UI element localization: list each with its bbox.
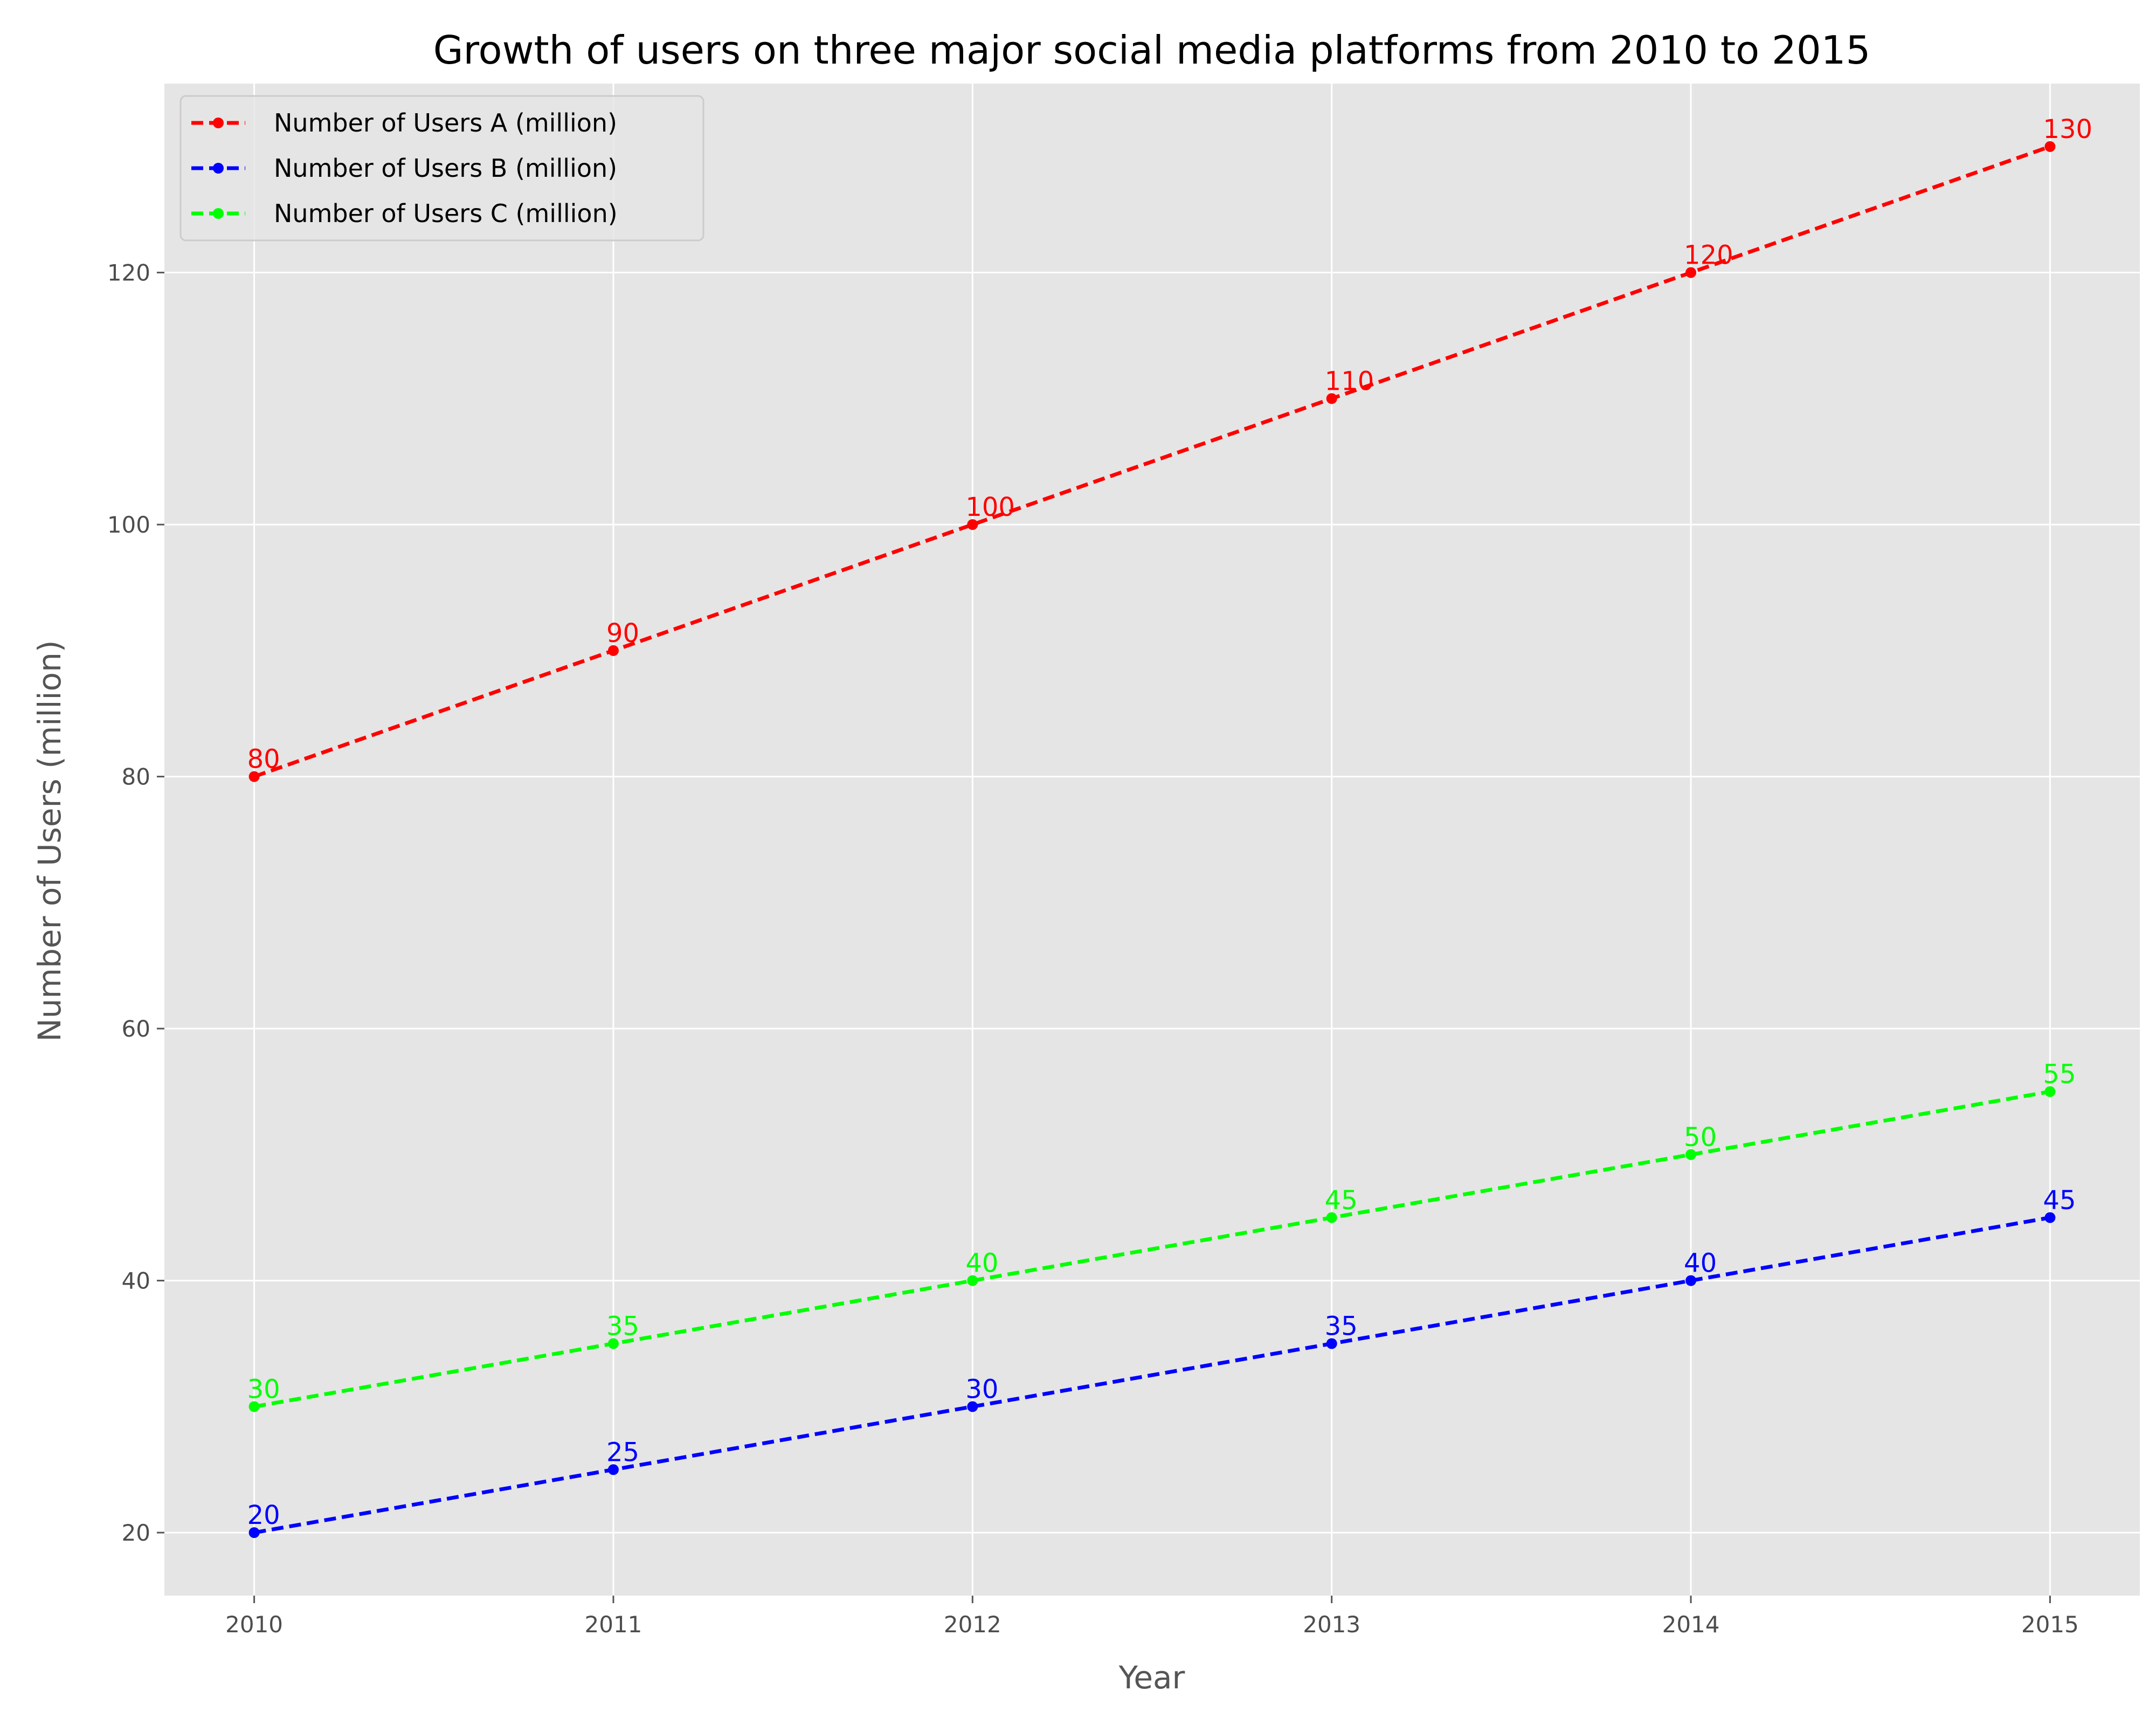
legend-label: Number of Users B (million): [274, 154, 617, 183]
x-tick-label: 2012: [944, 1611, 1001, 1638]
data-label: 80: [247, 744, 280, 775]
data-point: [1326, 1338, 1337, 1349]
y-tick-label: 20: [122, 1520, 150, 1546]
data-label: 30: [247, 1374, 280, 1404]
y-tick-label: 80: [122, 764, 150, 790]
data-point: [1685, 267, 1697, 278]
data-point: [2044, 1086, 2056, 1097]
legend-marker: [213, 208, 224, 219]
legend: Number of Users A (million) Number of Use…: [179, 95, 704, 242]
x-tick-label: 2014: [1662, 1611, 1720, 1638]
data-point: [607, 645, 619, 656]
data-label: 120: [1684, 240, 1733, 271]
data-label: 45: [1325, 1185, 1358, 1216]
data-point: [1326, 393, 1337, 404]
x-tick-label: 2015: [2021, 1611, 2079, 1638]
data-label: 55: [2043, 1059, 2076, 1089]
grid-lines: [164, 84, 2140, 1596]
data-point: [248, 1527, 260, 1538]
data-label: 35: [1325, 1312, 1358, 1342]
x-tick-label: 2011: [585, 1611, 642, 1638]
data-point: [967, 1275, 978, 1286]
data-label: 130: [2043, 114, 2092, 144]
y-tick-label: 100: [107, 512, 150, 538]
y-tick-label: 40: [122, 1268, 150, 1294]
data-labels: 80 90 100 110 120 130 20 25 30 35 40 45 30 35 40 45 50 55: [247, 114, 2092, 1530]
data-point: [967, 519, 978, 530]
x-tick-label: 2013: [1303, 1611, 1360, 1638]
data-point: [1326, 1212, 1337, 1223]
series-layer: [248, 141, 2056, 1538]
data-label: 50: [1684, 1122, 1717, 1153]
y-axis-ticks: 20 40 60 80 100 120: [107, 260, 164, 1546]
legend-label: Number of Users A (million): [274, 108, 617, 137]
data-label: 45: [2043, 1185, 2076, 1216]
series-line-2: [253, 1216, 2051, 1535]
legend-label: Number of Users C (million): [274, 199, 618, 228]
data-label: 30: [965, 1374, 998, 1404]
series-line-1: [253, 144, 2051, 778]
data-point: [248, 1401, 260, 1412]
data-point: [967, 1401, 978, 1412]
data-label: 40: [1684, 1248, 1717, 1279]
data-label: 40: [965, 1248, 998, 1279]
plot-area: [164, 84, 2140, 1596]
data-label: 25: [606, 1437, 639, 1467]
data-point: [607, 1464, 619, 1475]
data-label: 90: [606, 618, 639, 648]
x-axis-label: Year: [1118, 1659, 1185, 1696]
data-point: [2044, 141, 2056, 152]
data-label: 100: [965, 492, 1015, 522]
data-label: 110: [1325, 366, 1374, 396]
legend-box: [179, 95, 704, 242]
y-tick-label: 120: [107, 260, 150, 286]
y-axis-label: Number of Users (million): [31, 640, 68, 1041]
data-point: [248, 771, 260, 782]
legend-marker: [213, 163, 224, 174]
legend-marker: [213, 118, 224, 128]
y-tick-label: 60: [122, 1016, 150, 1042]
x-tick-label: 2010: [225, 1611, 283, 1638]
data-point: [607, 1338, 619, 1349]
data-label: 20: [247, 1500, 280, 1530]
data-point: [1685, 1275, 1697, 1286]
data-point: [1685, 1149, 1697, 1160]
chart-title: Growth of users on three major social me…: [433, 27, 1871, 73]
series-line-3: [253, 1089, 2051, 1409]
data-point: [2044, 1212, 2056, 1223]
data-label: 35: [606, 1312, 639, 1342]
x-axis-ticks: 2010 2011 2012 2013 2014 2015: [225, 1596, 2079, 1638]
